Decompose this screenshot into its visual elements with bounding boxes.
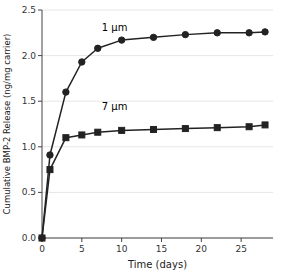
grid xyxy=(42,10,273,238)
data-point xyxy=(95,129,101,135)
x-tick-label: 20 xyxy=(196,244,208,254)
data-point xyxy=(118,37,124,43)
x-tick-label: 25 xyxy=(235,244,246,254)
series-annotation: 1 μm xyxy=(102,22,128,33)
chart: 0 5 10 15 20 25 0.0 0.5 1.0 1.5 2.0 2.5 Time (days) C… xyxy=(0,0,285,274)
x-tick xyxy=(81,238,82,242)
data-point xyxy=(95,45,101,51)
data-point xyxy=(150,34,156,40)
data-point xyxy=(63,135,69,141)
data-point xyxy=(262,122,268,128)
x-tick xyxy=(241,238,242,242)
y-tick xyxy=(38,10,42,11)
plot-area xyxy=(39,29,268,242)
y-tick-label: 1.0 xyxy=(22,142,37,152)
series-annotation: 7 μm xyxy=(102,101,128,112)
data-point xyxy=(47,152,53,158)
x-tick xyxy=(121,238,122,242)
x-axis-line xyxy=(42,238,273,239)
y-tick-label: 0.0 xyxy=(22,233,37,243)
x-axis-label: Time (days) xyxy=(127,259,187,270)
grid-line xyxy=(42,238,273,239)
x-tick-label: 5 xyxy=(79,244,85,254)
data-point xyxy=(182,126,188,132)
data-point xyxy=(246,124,252,130)
axes: 0 5 10 15 20 25 0.0 0.5 1.0 1.5 2.0 2.5 xyxy=(22,5,273,254)
data-point xyxy=(47,167,53,173)
y-tick-label: 1.5 xyxy=(22,96,36,106)
series-line xyxy=(42,125,265,238)
y-axis-label: Cumulative BMP-2 Release (ng/mg carrier) xyxy=(2,34,12,215)
grid-line xyxy=(42,10,273,11)
x-tick xyxy=(161,238,162,242)
data-point xyxy=(63,89,69,95)
data-point xyxy=(246,30,252,36)
y-axis-line xyxy=(42,10,43,238)
grid-line xyxy=(42,192,273,193)
grid-line xyxy=(42,101,273,102)
y-tick xyxy=(38,55,42,56)
data-point xyxy=(214,125,220,131)
data-point xyxy=(262,29,268,35)
data-point xyxy=(214,30,220,36)
x-tick xyxy=(201,238,202,242)
series-line xyxy=(42,32,265,238)
grid-line xyxy=(42,146,273,147)
grid-line xyxy=(42,55,273,56)
data-point xyxy=(119,127,125,133)
data-point xyxy=(182,31,188,37)
data-point xyxy=(39,235,45,241)
y-tick-label: 0.5 xyxy=(22,187,36,197)
data-point xyxy=(79,132,85,138)
x-tick-label: 10 xyxy=(116,244,128,254)
x-tick-label: 15 xyxy=(156,244,167,254)
data-point xyxy=(79,59,85,65)
x-tick-label: 0 xyxy=(39,244,45,254)
data-point xyxy=(151,126,157,132)
y-tick xyxy=(38,101,42,102)
data-point xyxy=(39,235,45,241)
y-tick-label: 2.5 xyxy=(22,5,36,15)
y-tick xyxy=(38,192,42,193)
y-tick-label: 2.0 xyxy=(22,51,37,61)
y-tick xyxy=(38,146,42,147)
